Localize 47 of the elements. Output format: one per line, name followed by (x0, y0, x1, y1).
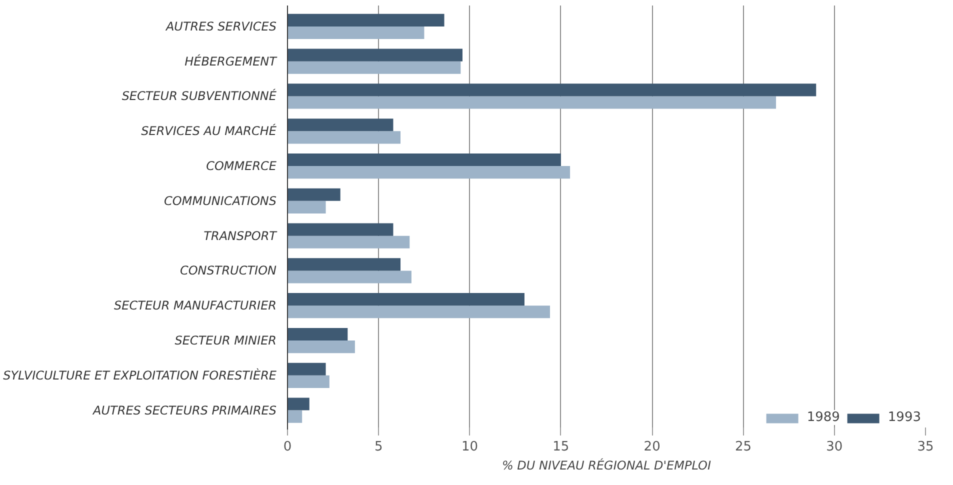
bar (288, 258, 401, 271)
legend-label: 1989 (806, 410, 840, 425)
x-tick-label: 0 (283, 440, 292, 454)
bar (288, 14, 444, 26)
x-tick-label: 20 (644, 440, 660, 454)
x-tick-label: 5 (374, 440, 383, 454)
y-tick-label: SECTEUR SUBVENTIONNÉ (122, 88, 277, 104)
bar (288, 166, 570, 179)
bar (288, 375, 330, 388)
bar (288, 200, 326, 214)
x-tick-label: 10 (462, 440, 478, 454)
y-tick-label: SECTEUR MINIER (174, 334, 277, 348)
y-tick-label: COMMERCE (206, 159, 277, 174)
bar (288, 48, 462, 62)
bar (288, 26, 424, 39)
x-tick-label: 25 (734, 440, 752, 454)
bar (288, 153, 561, 166)
y-tick-label: TRANSPORT (204, 228, 278, 243)
y-tick-label: SERVICES AU MARCHÉ (141, 123, 277, 138)
bar (288, 84, 816, 96)
y-tick-label: AUTRES SERVICES (164, 19, 277, 34)
bar (288, 362, 326, 376)
bar (288, 118, 394, 132)
x-tick-label: 30 (826, 440, 843, 454)
legend-label: 1993 (888, 410, 921, 425)
bar (288, 306, 550, 318)
bar (288, 96, 776, 109)
bar (288, 223, 394, 236)
y-tick-label: HÉBERGEMENT (184, 53, 278, 68)
bar (288, 293, 524, 306)
bar (288, 328, 348, 341)
x-tick-label: 15 (552, 440, 570, 454)
bar (288, 236, 410, 248)
y-tick-label: CONSTRUCTION (180, 264, 277, 278)
bar (288, 188, 340, 201)
y-tick-label: SYLVICULTURE ET EXPLOITATION FORESTIÈRE (3, 367, 277, 382)
y-tick-label: AUTRES SECTEURS PRIMAIRES (92, 403, 277, 418)
x-tick-label: 35 (917, 440, 934, 454)
x-axis-title: % DU NIVEAU RÉGIONAL D'EMPLOI (502, 458, 712, 472)
y-tick-label: SECTEUR MANUFACTURIER (114, 298, 277, 313)
y-tick-label: COMMUNICATIONS (164, 194, 277, 208)
bar (288, 131, 401, 144)
bar (288, 61, 461, 74)
bar (288, 270, 412, 284)
bar (288, 398, 310, 410)
bar (288, 340, 355, 354)
bar (288, 410, 302, 423)
